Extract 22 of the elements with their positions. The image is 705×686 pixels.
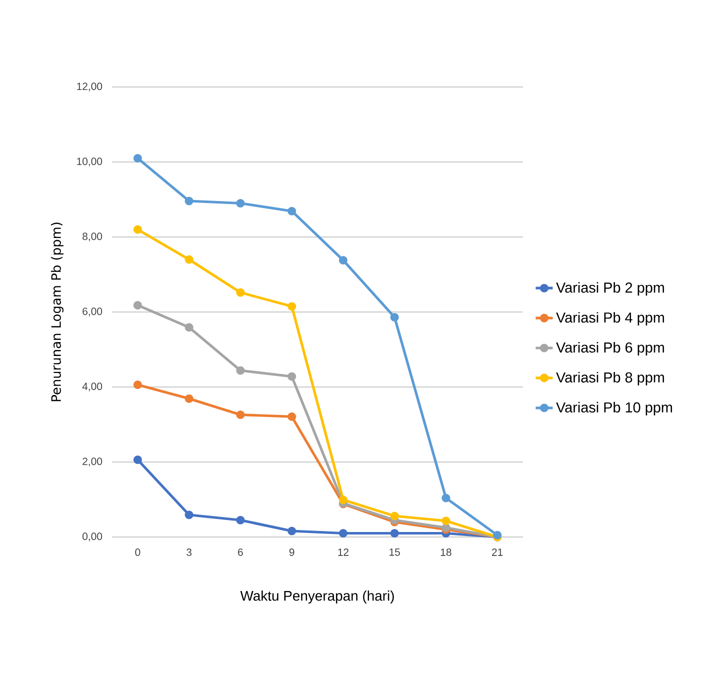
legend-label: Variasi Pb 10 ppm bbox=[556, 402, 672, 416]
legend-label: Variasi Pb 4 ppm bbox=[556, 312, 664, 326]
x-tick-label: 15 bbox=[390, 548, 400, 556]
y-tick-label: 2,00 bbox=[82, 458, 102, 466]
y-tick-label: 4,00 bbox=[82, 382, 102, 392]
x-tick-label: 9 bbox=[289, 548, 294, 556]
y-tick-label: 0,00 bbox=[82, 532, 102, 542]
x-tick-label: 21 bbox=[492, 548, 503, 556]
x-tick-label: 3 bbox=[186, 548, 192, 556]
x-tick-label: 12 bbox=[338, 548, 348, 556]
y-axis-title: Penurunan Logam Pb (ppm) bbox=[50, 222, 64, 402]
y-tick-label: 12,00 bbox=[77, 82, 102, 92]
y-tick-label: 10,00 bbox=[77, 158, 102, 166]
y-tick-label: 8,00 bbox=[82, 232, 102, 242]
legend-label: Variasi Pb 2 ppm bbox=[556, 282, 664, 296]
legend-label: Variasi Pb 8 ppm bbox=[556, 372, 664, 386]
x-tick-label: 0 bbox=[135, 548, 140, 556]
x-tick-label: 6 bbox=[238, 548, 243, 556]
x-axis-title: Waktu Penyerapan (hari) bbox=[240, 590, 394, 604]
legend-label: Variasi Pb 6 ppm bbox=[556, 342, 664, 356]
y-tick-label: 6,00 bbox=[82, 308, 102, 316]
x-tick-label: 18 bbox=[440, 548, 452, 556]
